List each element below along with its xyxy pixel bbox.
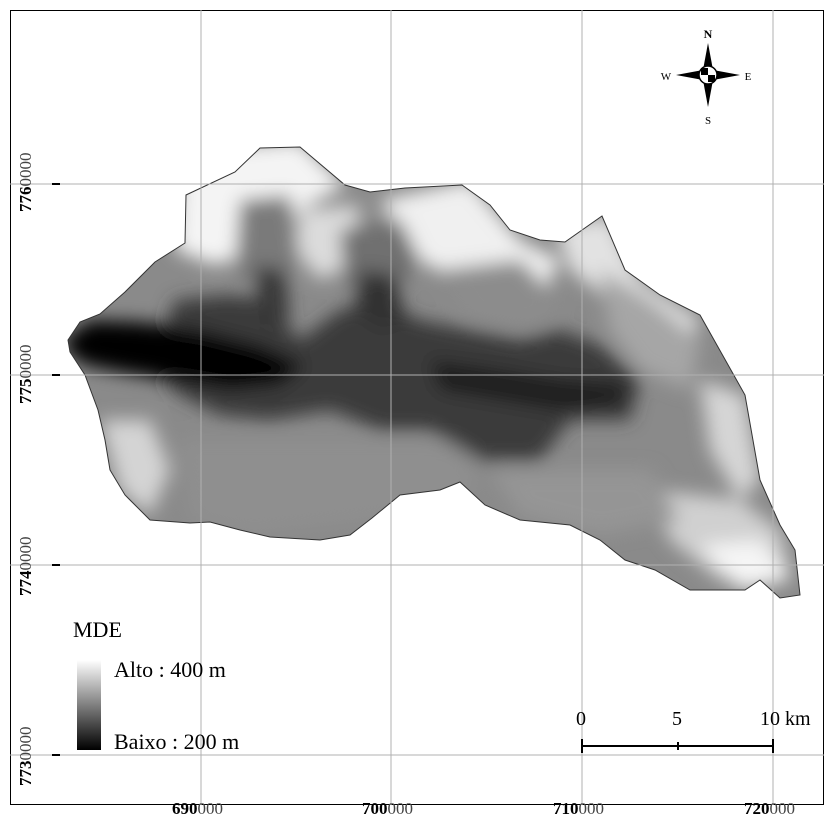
north-arrow-icon: [676, 43, 740, 107]
scale-tick-0: 0: [576, 708, 586, 730]
scale-unit: km: [785, 708, 811, 730]
compass-n: N: [704, 27, 713, 41]
legend-high-label: Alto : 400 m: [114, 657, 226, 682]
y-tick-label: 7760000: [16, 152, 35, 213]
y-tick-label: 7740000: [16, 536, 35, 597]
y-tick-label: 7730000: [16, 726, 35, 787]
y-axis-ticks: [52, 183, 60, 756]
basin-outline: [67, 146, 801, 599]
x-tick-label: 690000: [172, 799, 223, 818]
y-tick-label: 7750000: [16, 344, 35, 405]
compass-w: W: [661, 71, 672, 83]
legend-color-bar: [77, 660, 101, 750]
scale-bar: [581, 739, 774, 753]
legend-title: MDE: [73, 617, 122, 642]
x-tick-label: 710000: [553, 799, 604, 818]
compass-s: S: [705, 115, 711, 127]
scale-tick-10: 10 km: [760, 708, 811, 730]
x-tick-label: 700000: [362, 799, 413, 818]
x-tick-label: 720000: [744, 799, 795, 818]
grid-lines: [10, 10, 824, 805]
legend-low-label: Baixo : 200 m: [114, 729, 240, 754]
scale-tick-5: 5: [672, 708, 682, 730]
compass-e: E: [745, 71, 752, 83]
